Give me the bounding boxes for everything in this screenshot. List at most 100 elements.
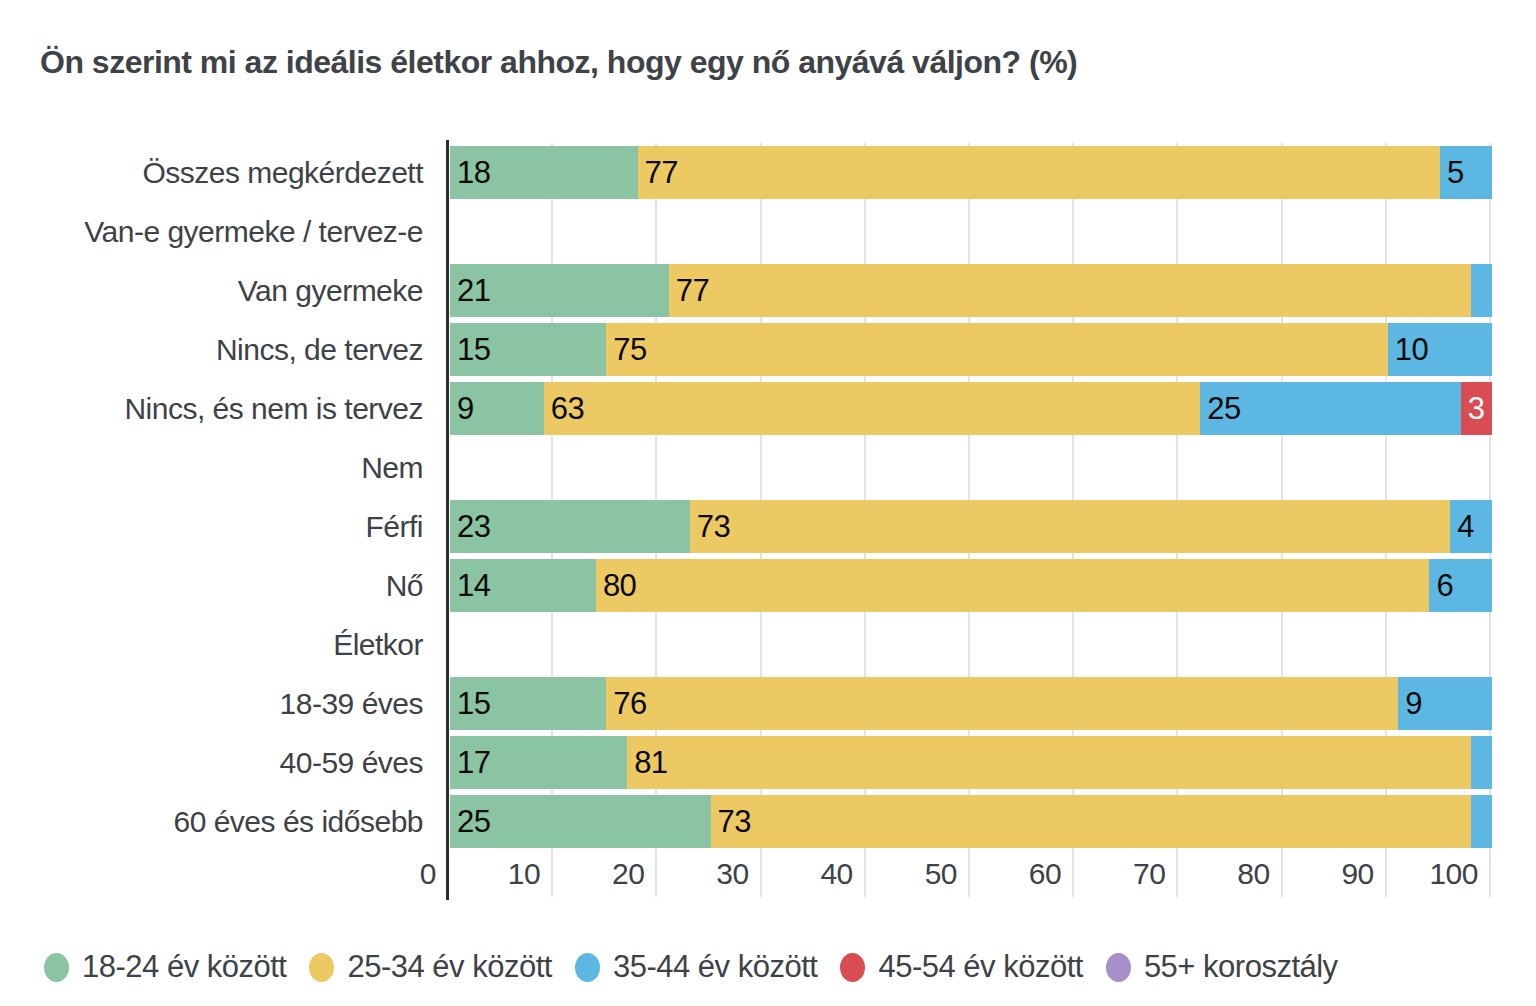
bar-value-label: 5 [1440, 157, 1464, 188]
x-tick-label: 40 [820, 857, 852, 891]
bar-segment: 14 [450, 559, 596, 612]
category-label: 40-59 éves [280, 746, 436, 780]
row-label-box: 40-59 éves [0, 733, 436, 792]
x-tick-label: 50 [925, 857, 957, 891]
chart-title: Ön szerint mi az ideális életkor ahhoz, … [40, 44, 1077, 81]
bar-row: 18 77 5 [450, 146, 1492, 199]
bar-row: 1781 [450, 736, 1492, 789]
x-tick-label: 0 [420, 857, 436, 891]
row-label-box: Nincs, és nem is tervez [0, 379, 436, 438]
row-label-box: Nő [0, 556, 436, 615]
category-label: Nincs, de tervez [216, 333, 436, 367]
bar-segment: 25 [450, 795, 711, 848]
legend-label: 25-34 év között [347, 949, 551, 985]
bar-value-label: 73 [690, 511, 730, 542]
category-label: 18-39 éves [280, 687, 436, 721]
y-axis-line [446, 140, 449, 900]
legend-label: 18-24 év között [82, 949, 286, 985]
category-label: Van gyermeke [238, 274, 436, 308]
row-header-label-box: Van-e gyermeke / tervez-e [0, 202, 436, 261]
bar-value-label: 25 [1200, 393, 1240, 424]
bar-segment: 73 [711, 795, 1472, 848]
bar-value-label: 63 [544, 393, 584, 424]
legend-label: 35-44 év között [613, 949, 817, 985]
legend: 18-24 év között 25-34 év között 35-44 év k… [44, 941, 1338, 993]
bar-value-label: 25 [450, 806, 490, 837]
chart-page: Ön szerint mi az ideális életkor ahhoz, … [0, 0, 1536, 1006]
category-label: Összes megkérdezett [142, 156, 436, 190]
legend-item: 35-44 év között [575, 949, 817, 985]
bar-value-label: 9 [1398, 688, 1422, 719]
category-group-label: Nem [361, 451, 436, 485]
row-label-box: 60 éves és idősebb [0, 792, 436, 851]
bar-segment [1471, 736, 1492, 789]
legend-item: 55+ korosztály [1106, 949, 1338, 985]
x-tick-label: 90 [1341, 857, 1373, 891]
bar-value-label: 9 [450, 393, 474, 424]
row-header-label-box: Életkor [0, 615, 436, 674]
bar-segment: 80 [596, 559, 1430, 612]
bar-value-label: 21 [450, 275, 490, 306]
legend-item: 25-34 év között [309, 949, 551, 985]
bar-segment: 6 [1429, 559, 1492, 612]
bar-value-label: 3 [1461, 393, 1485, 424]
bar-segment: 15 [450, 323, 606, 376]
bar-row: 21 77 [450, 264, 1492, 317]
bar-segment: 81 [627, 736, 1471, 789]
bar-value-label: 77 [669, 275, 709, 306]
category-group-label: Van-e gyermeke / tervez-e [84, 215, 436, 249]
legend-swatch-icon [575, 953, 600, 982]
bar-segment: 10 [1388, 323, 1492, 376]
bar-value-label: 23 [450, 511, 490, 542]
bar-segment: 4 [1450, 500, 1492, 553]
x-tick-label: 20 [612, 857, 644, 891]
row-label-box: Nincs, de tervez [0, 320, 436, 379]
bar-segment: 21 [450, 264, 669, 317]
bar-segment: 25 [1200, 382, 1461, 435]
row-label-box: Van gyermeke [0, 261, 436, 320]
bar-segment: 5 [1440, 146, 1492, 199]
bar-segment: 15 [450, 677, 606, 730]
row-label-box: Férfi [0, 497, 436, 556]
bar-value-label: 77 [638, 157, 678, 188]
bar-value-label: 4 [1450, 511, 1474, 542]
x-tick-label: 60 [1029, 857, 1061, 891]
legend-swatch-icon [44, 953, 69, 982]
bar-segment: 75 [606, 323, 1388, 376]
x-tick-label: 80 [1237, 857, 1269, 891]
bar-value-label: 73 [711, 806, 751, 837]
x-tick-label: 10 [508, 857, 540, 891]
bar-value-label: 76 [606, 688, 646, 719]
category-group-label: Életkor [333, 628, 436, 662]
bar-value-label: 10 [1388, 334, 1428, 365]
legend-label: 45-54 év között [878, 949, 1082, 985]
x-tick-label: 100 [1429, 857, 1478, 891]
bar-value-label: 18 [450, 157, 490, 188]
bar-segment [1471, 264, 1492, 317]
category-label: Férfi [366, 510, 437, 544]
bar-segment [1471, 795, 1492, 848]
bar-segment: 76 [606, 677, 1398, 730]
x-tick-label: 30 [716, 857, 748, 891]
row-label-box: 18-39 éves [0, 674, 436, 733]
bar-value-label: 15 [450, 334, 490, 365]
bar-value-label: 6 [1429, 570, 1453, 601]
row-label-box: Összes megkérdezett [0, 143, 436, 202]
category-label: Nincs, és nem is tervez [124, 392, 436, 426]
bar-segment: 9 [450, 382, 544, 435]
bar-segment: 17 [450, 736, 627, 789]
bar-segment: 18 [450, 146, 638, 199]
bar-row: 25 73 [450, 795, 1492, 848]
bar-row: 15 76 9 [450, 677, 1492, 730]
bar-row: 9 63 25 3 [450, 382, 1492, 435]
bar-value-label: 15 [450, 688, 490, 719]
bar-value-label: 81 [627, 747, 667, 778]
bar-segment: 77 [669, 264, 1471, 317]
legend-swatch-icon [1106, 953, 1131, 982]
bar-segment: 9 [1398, 677, 1492, 730]
legend-swatch-icon [840, 953, 865, 982]
bar-segment: 73 [690, 500, 1451, 553]
category-label: 60 éves és idősebb [173, 805, 436, 839]
bar-row: 23 73 4 [450, 500, 1492, 553]
bar-segment: 77 [638, 146, 1440, 199]
